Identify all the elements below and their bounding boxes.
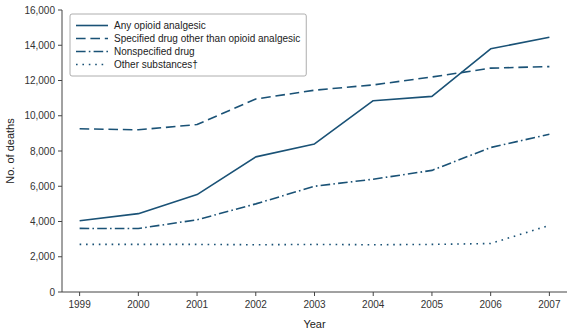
tick [138,292,139,296]
tick-label: 2004 [362,299,385,310]
y-axis-line [62,10,63,292]
tick [549,292,550,296]
tick-label: 1999 [68,299,91,310]
tick [58,115,62,116]
tick-label: 2000 [127,299,150,310]
series-line [80,37,550,221]
tick [58,186,62,187]
series-line [80,225,550,244]
tick [58,45,62,46]
tick-label: 2003 [303,299,326,310]
x-axis: 1999 2000 2001 2002 2003 2004 2005 2006 2007 [62,292,567,310]
tick-label: 2001 [186,299,209,310]
tick-label: 14,000 [24,40,55,51]
tick [58,10,62,11]
tick [314,292,315,296]
legend-swatch [76,25,108,27]
tick [58,151,62,152]
chart: 0 2,000 4,000 6,000 8,000 10,000 12,000 14,000 1… [0,0,581,336]
x-axis-line [62,292,567,293]
legend-frame [70,14,306,76]
tick [79,292,80,296]
tick [490,292,491,296]
tick-label: 2,000 [30,251,55,262]
tick [255,292,256,296]
tick-label: 4,000 [30,216,55,227]
tick-label: 8,000 [30,146,55,157]
series-line [80,134,550,228]
tick [58,292,62,293]
tick-label: 2002 [245,299,268,310]
legend-swatch [76,51,108,53]
tick-label: 16,000 [24,5,55,16]
legend-label: Other substances† [114,59,198,70]
tick-label: 2006 [480,299,503,310]
legend: Any opioid analgesic Specified drug other… [70,14,306,76]
plot-area [80,37,550,245]
tick [58,80,62,81]
legend-label: Specified drug other than opioid analges… [114,33,300,44]
tick-label: 6,000 [30,181,55,192]
legend-label: Nonspecified drug [114,46,195,57]
tick [431,292,432,296]
tick [58,221,62,222]
tick-label: 12,000 [24,75,55,86]
legend-label: Any opioid analgesic [114,20,206,31]
tick [197,292,198,296]
tick-label: 10,000 [24,110,55,121]
tick-label: 0 [49,287,55,298]
legend-swatch [76,38,108,40]
y-axis: 0 2,000 4,000 6,000 8,000 10,000 12,000 14,000 1… [24,5,62,298]
tick [58,256,62,257]
x-axis-label: Year [303,318,326,330]
y-axis-label: No. of deaths [4,118,16,184]
tick-label: 2007 [538,299,561,310]
legend-swatch [76,64,108,66]
tick [373,292,374,296]
tick-label: 2005 [421,299,444,310]
